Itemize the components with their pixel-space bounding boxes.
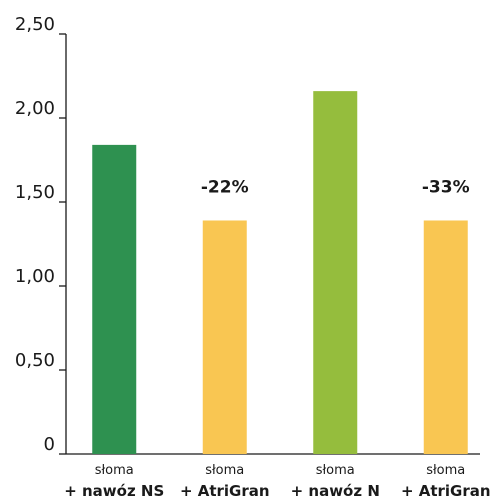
- y-tick-label: 0: [44, 434, 55, 455]
- data-labels: -22% -33%: [201, 177, 470, 197]
- category-label-line1: słoma: [95, 463, 134, 478]
- category-label-line2: + nawóz N: [291, 482, 380, 500]
- bar: [423, 220, 468, 454]
- category-label-line2: + nawóz NS: [64, 482, 164, 500]
- y-tick-label: 0,50: [15, 350, 55, 371]
- bars: [92, 91, 468, 455]
- x-category-labels: słoma + nawóz NS słoma + AtriGran słoma + naw…: [64, 463, 490, 500]
- y-tick-label: 1,50: [15, 182, 55, 203]
- category-label-line1: słoma: [316, 463, 355, 478]
- y-tick-label: 1,00: [15, 266, 55, 287]
- bar-data-label: -22%: [201, 177, 249, 197]
- category-label-line2: + AtriGran: [401, 482, 490, 500]
- bar-data-label: -33%: [422, 177, 470, 197]
- bar: [92, 144, 137, 454]
- y-tick-label: 2,50: [15, 14, 55, 35]
- category-label-line2: + AtriGran: [180, 482, 270, 500]
- category-label-line1: słoma: [426, 463, 465, 478]
- category-label-line1: słoma: [205, 463, 244, 478]
- bar: [313, 91, 358, 455]
- y-tick-labels: 0 0,50 1,00 1,50 2,00 2,50: [15, 14, 55, 455]
- bar: [202, 220, 247, 454]
- y-tick-label: 2,00: [15, 98, 55, 119]
